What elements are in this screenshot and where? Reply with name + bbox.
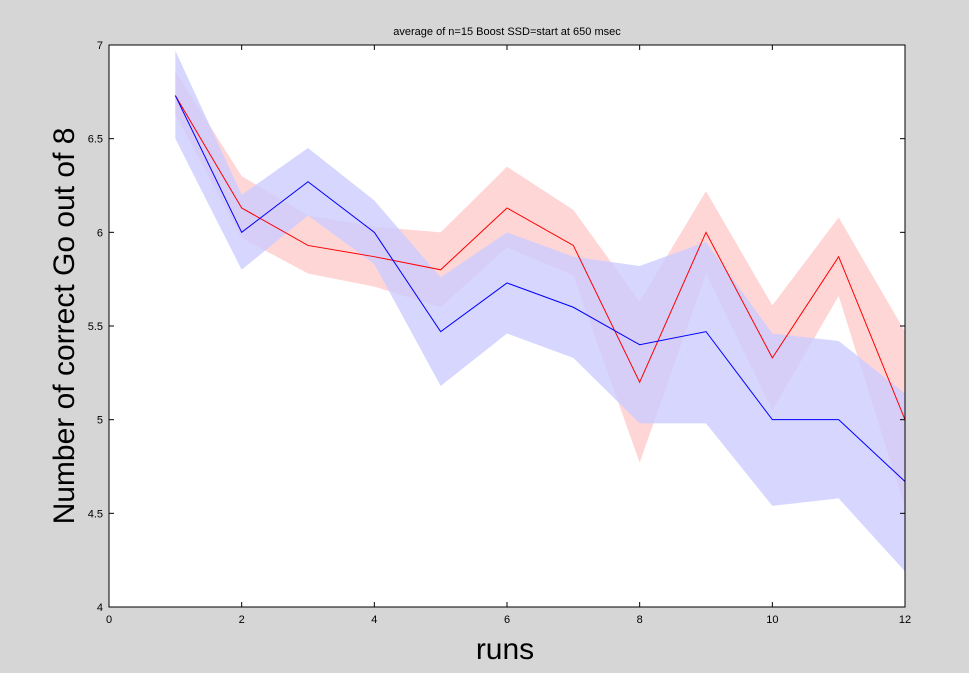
y-tick-label: 6.5 (88, 134, 103, 146)
y-axis-label: Number of correct Go out of 8 (48, 128, 81, 525)
x-tick-label: 0 (106, 614, 112, 626)
series-1-band (175, 71, 906, 508)
chart-title: average of n=15 Boost SSD=start at 650 m… (393, 26, 621, 38)
y-axis-ticks: 4 4.5 5 5.5 6 6.5 7 (88, 40, 905, 614)
y-tick-label: 4 (97, 602, 103, 614)
x-tick-label: 2 (239, 614, 245, 626)
confidence-bands (175, 50, 906, 572)
y-tick-label: 5 (97, 415, 103, 427)
x-tick-label: 6 (504, 614, 510, 626)
series-1-line (174, 95, 906, 420)
series-2-line (174, 95, 906, 482)
y-tick-label: 7 (97, 40, 103, 52)
x-tick-label: 8 (637, 614, 643, 626)
y-tick-label: 5.5 (88, 321, 103, 333)
y-tick-label: 6 (97, 227, 103, 239)
series-lines (174, 95, 906, 482)
x-tick-label: 10 (766, 614, 778, 626)
y-tick-label: 4.5 (88, 508, 103, 520)
x-tick-label: 12 (899, 614, 911, 626)
x-axis-label: runs (476, 633, 534, 666)
series-2-band (175, 50, 906, 572)
x-axis-ticks: 0 2 4 6 8 10 12 (106, 45, 911, 626)
x-tick-label: 4 (371, 614, 377, 626)
